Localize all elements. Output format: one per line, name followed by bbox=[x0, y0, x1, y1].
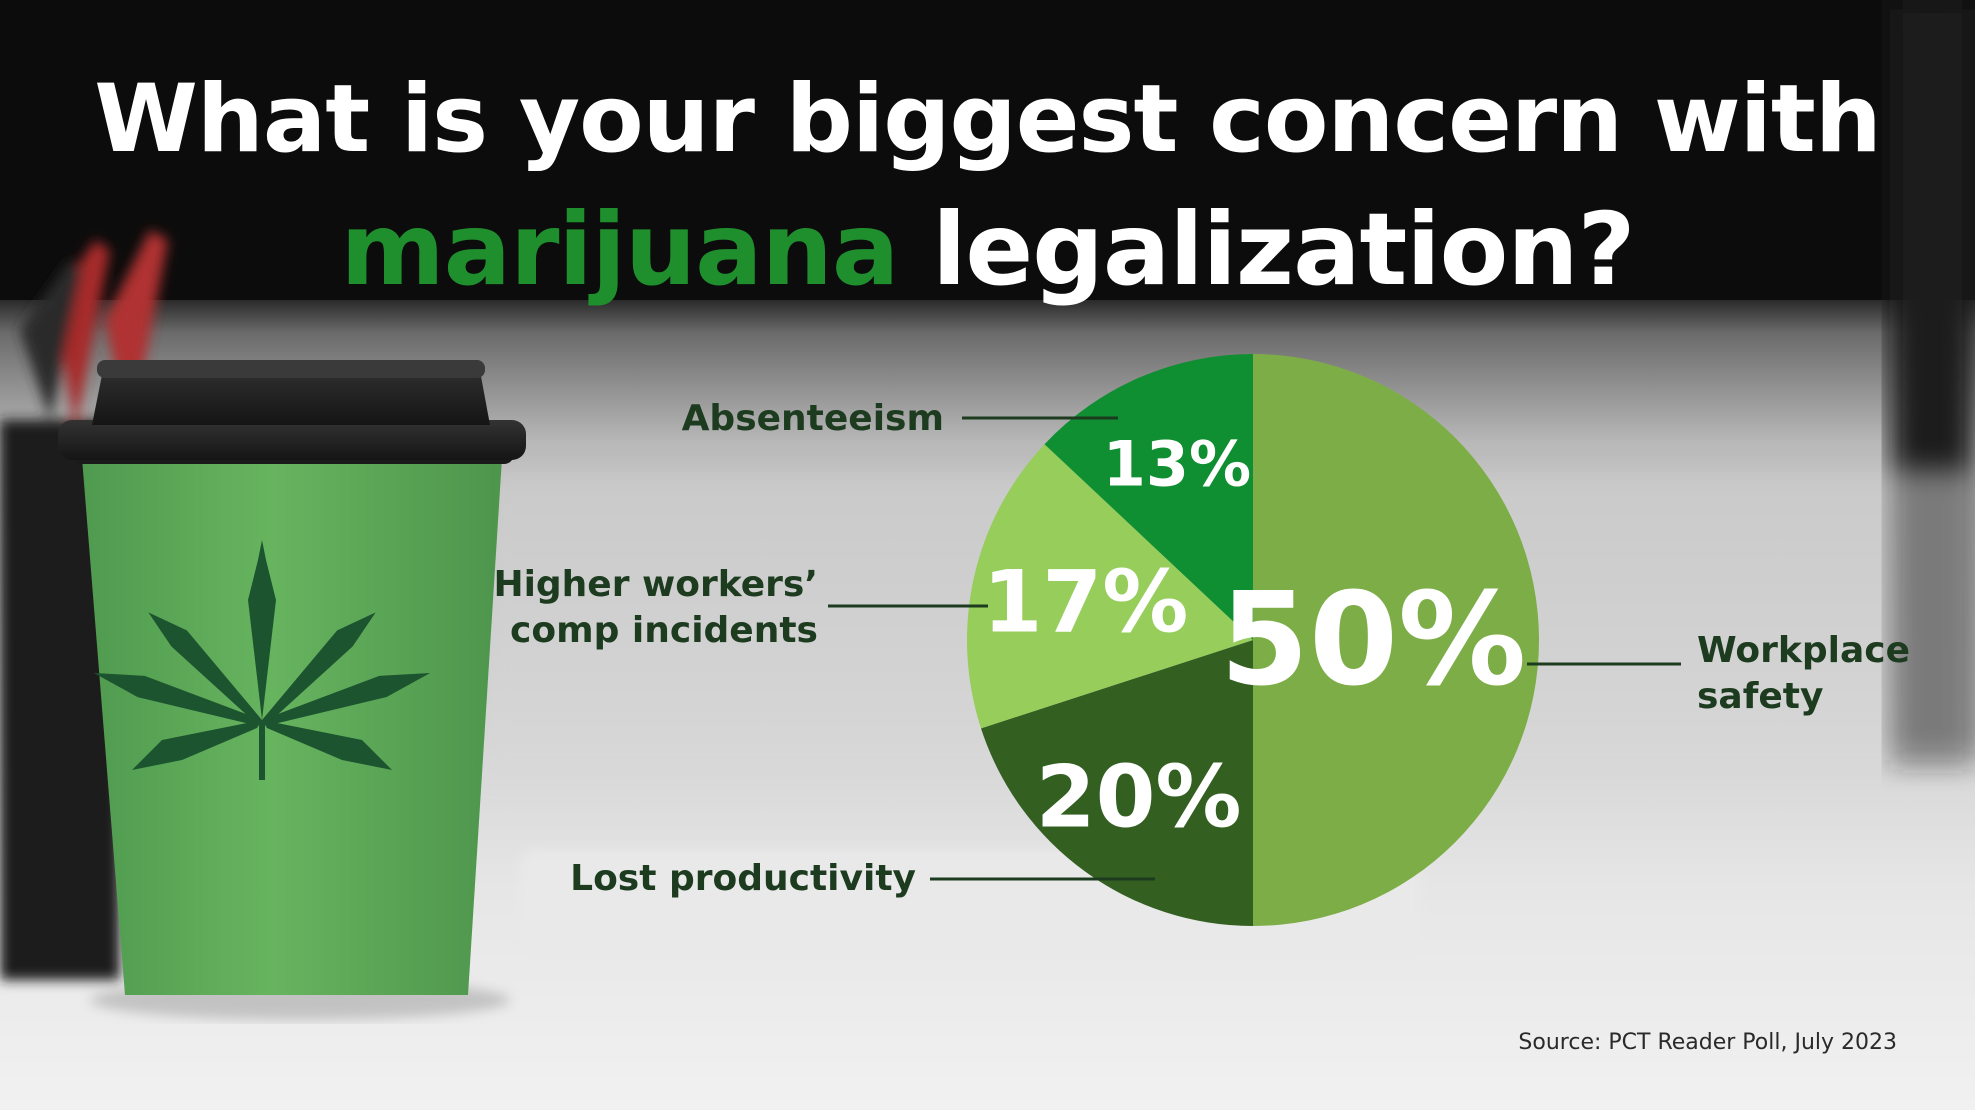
title-highlight: marijuana bbox=[340, 191, 899, 308]
title-line-2: marijuana legalization? bbox=[0, 190, 1975, 310]
pie-value-label-3: 17% bbox=[983, 553, 1189, 653]
label-absenteeism: Absenteeism bbox=[682, 398, 944, 439]
title-rest: legalization? bbox=[898, 191, 1635, 308]
pie-percent-labels: 50% 20% 17% 13% bbox=[983, 428, 1527, 848]
pie-slice-4 bbox=[1044, 354, 1253, 640]
label-lost-productivity: Lost productivity bbox=[570, 858, 916, 899]
coffee-cup bbox=[58, 360, 526, 1020]
label-workplace-line1: Workplace bbox=[1697, 630, 1910, 671]
pie-slice-2 bbox=[980, 640, 1253, 926]
cannabis-leaf-icon bbox=[93, 540, 431, 780]
pie-slice-1 bbox=[1253, 354, 1539, 926]
title-line-1: What is your biggest concern with bbox=[94, 65, 1882, 174]
label-workers-line2: comp incidents bbox=[510, 610, 818, 651]
pie-value-label-4: 13% bbox=[1103, 428, 1251, 501]
pie-slices bbox=[967, 354, 1539, 926]
label-workers-line1: Higher workers’ bbox=[493, 564, 818, 605]
pie-value-label-1: 50% bbox=[1220, 566, 1526, 715]
pie-value-label-2: 20% bbox=[1036, 747, 1242, 847]
label-workplace-line2: safety bbox=[1697, 676, 1823, 717]
pie-slice-3 bbox=[967, 444, 1253, 729]
source-note: Source: PCT Reader Poll, July 2023 bbox=[1518, 1030, 1897, 1055]
